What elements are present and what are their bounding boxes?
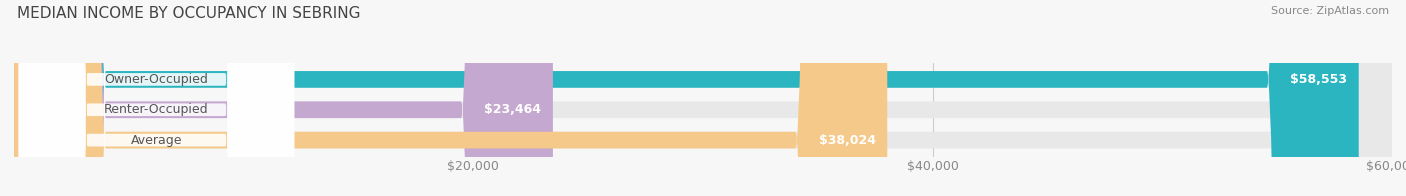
Text: Renter-Occupied: Renter-Occupied (104, 103, 208, 116)
FancyBboxPatch shape (14, 0, 1392, 196)
FancyBboxPatch shape (14, 0, 1392, 196)
Text: MEDIAN INCOME BY OCCUPANCY IN SEBRING: MEDIAN INCOME BY OCCUPANCY IN SEBRING (17, 6, 360, 21)
FancyBboxPatch shape (18, 0, 294, 196)
FancyBboxPatch shape (14, 0, 887, 196)
FancyBboxPatch shape (18, 0, 294, 196)
FancyBboxPatch shape (14, 0, 1392, 196)
FancyBboxPatch shape (14, 0, 553, 196)
Text: Source: ZipAtlas.com: Source: ZipAtlas.com (1271, 6, 1389, 16)
Text: Average: Average (131, 134, 183, 147)
Text: $38,024: $38,024 (818, 134, 876, 147)
FancyBboxPatch shape (18, 0, 294, 196)
Text: $23,464: $23,464 (485, 103, 541, 116)
Text: $58,553: $58,553 (1291, 73, 1347, 86)
FancyBboxPatch shape (14, 0, 1358, 196)
Text: Owner-Occupied: Owner-Occupied (104, 73, 208, 86)
